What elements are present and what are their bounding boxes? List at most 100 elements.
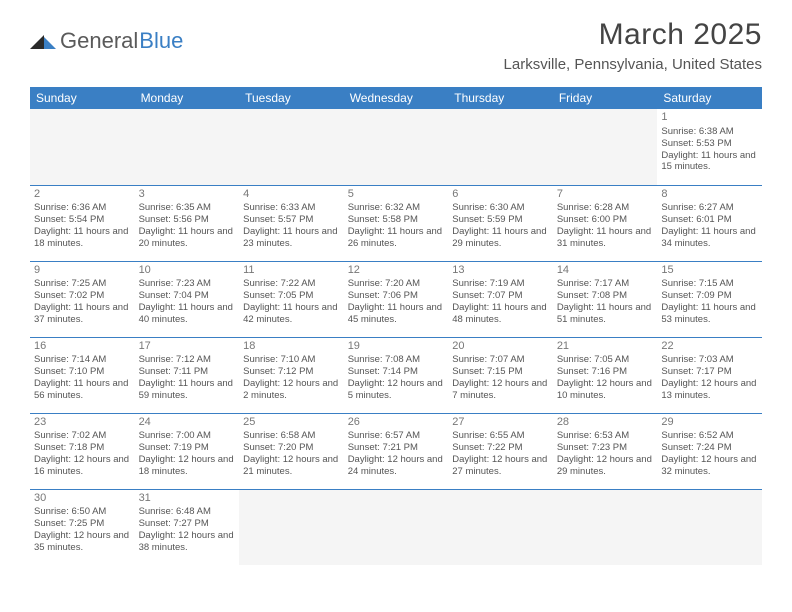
calendar-cell: 20Sunrise: 7:07 AMSunset: 7:15 PMDayligh… [448,337,553,413]
sunset-line: Sunset: 6:01 PM [661,214,758,226]
day-number: 25 [243,416,340,430]
page-title: March 2025 [504,18,762,52]
day-number: 17 [139,340,236,354]
daylight-line: Daylight: 11 hours and 40 minutes. [139,302,236,326]
calendar-row: 2Sunrise: 6:36 AMSunset: 5:54 PMDaylight… [30,185,762,261]
sunrise-line: Sunrise: 7:22 AM [243,278,340,290]
daylight-line: Daylight: 11 hours and 26 minutes. [348,226,445,250]
weekday-header: Sunday [30,87,135,109]
sunrise-line: Sunrise: 6:27 AM [661,202,758,214]
day-number: 6 [452,188,549,202]
day-number: 13 [452,264,549,278]
sunset-line: Sunset: 6:00 PM [557,214,654,226]
sunrise-line: Sunrise: 7:20 AM [348,278,445,290]
calendar-cell: 3Sunrise: 6:35 AMSunset: 5:56 PMDaylight… [135,185,240,261]
sunset-line: Sunset: 7:17 PM [661,366,758,378]
sunrise-line: Sunrise: 6:33 AM [243,202,340,214]
sunset-line: Sunset: 7:16 PM [557,366,654,378]
calendar-cell: 18Sunrise: 7:10 AMSunset: 7:12 PMDayligh… [239,337,344,413]
daylight-line: Daylight: 12 hours and 38 minutes. [139,530,236,554]
sunrise-line: Sunrise: 7:19 AM [452,278,549,290]
sunset-line: Sunset: 7:15 PM [452,366,549,378]
daylight-line: Daylight: 11 hours and 29 minutes. [452,226,549,250]
weekday-header: Monday [135,87,240,109]
calendar-cell [135,109,240,185]
weekday-header: Wednesday [344,87,449,109]
daylight-line: Daylight: 11 hours and 56 minutes. [34,378,131,402]
calendar-cell: 16Sunrise: 7:14 AMSunset: 7:10 PMDayligh… [30,337,135,413]
calendar-cell: 15Sunrise: 7:15 AMSunset: 7:09 PMDayligh… [657,261,762,337]
calendar-cell [344,109,449,185]
calendar-row: 9Sunrise: 7:25 AMSunset: 7:02 PMDaylight… [30,261,762,337]
title-block: March 2025 Larksville, Pennsylvania, Uni… [504,18,762,73]
sunrise-line: Sunrise: 7:07 AM [452,354,549,366]
calendar-cell: 22Sunrise: 7:03 AMSunset: 7:17 PMDayligh… [657,337,762,413]
calendar-cell: 23Sunrise: 7:02 AMSunset: 7:18 PMDayligh… [30,413,135,489]
location-label: Larksville, Pennsylvania, United States [504,56,762,73]
daylight-line: Daylight: 12 hours and 10 minutes. [557,378,654,402]
calendar-cell [239,489,344,565]
sunrise-line: Sunrise: 7:23 AM [139,278,236,290]
day-number: 2 [34,188,131,202]
day-number: 9 [34,264,131,278]
sunrise-line: Sunrise: 7:05 AM [557,354,654,366]
calendar-cell: 9Sunrise: 7:25 AMSunset: 7:02 PMDaylight… [30,261,135,337]
day-number: 3 [139,188,236,202]
calendar-cell [30,109,135,185]
sunset-line: Sunset: 5:57 PM [243,214,340,226]
calendar-row: 30Sunrise: 6:50 AMSunset: 7:25 PMDayligh… [30,489,762,565]
sunrise-line: Sunrise: 6:38 AM [661,126,758,138]
calendar-cell: 17Sunrise: 7:12 AMSunset: 7:11 PMDayligh… [135,337,240,413]
calendar-row: 23Sunrise: 7:02 AMSunset: 7:18 PMDayligh… [30,413,762,489]
calendar-cell: 21Sunrise: 7:05 AMSunset: 7:16 PMDayligh… [553,337,658,413]
sunset-line: Sunset: 7:08 PM [557,290,654,302]
calendar-header-row: SundayMondayTuesdayWednesdayThursdayFrid… [30,87,762,109]
calendar-cell: 24Sunrise: 7:00 AMSunset: 7:19 PMDayligh… [135,413,240,489]
daylight-line: Daylight: 12 hours and 2 minutes. [243,378,340,402]
sunrise-line: Sunrise: 6:50 AM [34,506,131,518]
sunrise-line: Sunrise: 7:00 AM [139,430,236,442]
daylight-line: Daylight: 11 hours and 59 minutes. [139,378,236,402]
sunrise-line: Sunrise: 7:17 AM [557,278,654,290]
sunrise-line: Sunrise: 7:03 AM [661,354,758,366]
day-number: 20 [452,340,549,354]
sunrise-line: Sunrise: 7:25 AM [34,278,131,290]
daylight-line: Daylight: 11 hours and 53 minutes. [661,302,758,326]
calendar-cell: 12Sunrise: 7:20 AMSunset: 7:06 PMDayligh… [344,261,449,337]
weekday-header: Saturday [657,87,762,109]
daylight-line: Daylight: 11 hours and 45 minutes. [348,302,445,326]
sunset-line: Sunset: 5:56 PM [139,214,236,226]
calendar-cell: 11Sunrise: 7:22 AMSunset: 7:05 PMDayligh… [239,261,344,337]
day-number: 31 [139,492,236,506]
sunset-line: Sunset: 7:20 PM [243,442,340,454]
sunrise-line: Sunrise: 6:35 AM [139,202,236,214]
calendar-cell: 31Sunrise: 6:48 AMSunset: 7:27 PMDayligh… [135,489,240,565]
calendar-body: 1Sunrise: 6:38 AMSunset: 5:53 PMDaylight… [30,109,762,565]
daylight-line: Daylight: 11 hours and 48 minutes. [452,302,549,326]
sunrise-line: Sunrise: 7:15 AM [661,278,758,290]
day-number: 15 [661,264,758,278]
calendar-cell: 26Sunrise: 6:57 AMSunset: 7:21 PMDayligh… [344,413,449,489]
sunrise-line: Sunrise: 6:53 AM [557,430,654,442]
daylight-line: Daylight: 12 hours and 13 minutes. [661,378,758,402]
sunset-line: Sunset: 7:09 PM [661,290,758,302]
day-number: 27 [452,416,549,430]
daylight-line: Daylight: 12 hours and 32 minutes. [661,454,758,478]
day-number: 21 [557,340,654,354]
daylight-line: Daylight: 11 hours and 37 minutes. [34,302,131,326]
sunset-line: Sunset: 7:04 PM [139,290,236,302]
calendar-cell: 6Sunrise: 6:30 AMSunset: 5:59 PMDaylight… [448,185,553,261]
logo-icon [30,31,56,51]
calendar-cell: 14Sunrise: 7:17 AMSunset: 7:08 PMDayligh… [553,261,658,337]
daylight-line: Daylight: 12 hours and 21 minutes. [243,454,340,478]
sunrise-line: Sunrise: 6:58 AM [243,430,340,442]
calendar-cell [657,489,762,565]
sunrise-line: Sunrise: 6:30 AM [452,202,549,214]
sunset-line: Sunset: 7:23 PM [557,442,654,454]
sunrise-line: Sunrise: 6:48 AM [139,506,236,518]
day-number: 23 [34,416,131,430]
sunset-line: Sunset: 7:12 PM [243,366,340,378]
sunrise-line: Sunrise: 7:08 AM [348,354,445,366]
day-number: 18 [243,340,340,354]
logo-word2: Blue [139,28,183,54]
